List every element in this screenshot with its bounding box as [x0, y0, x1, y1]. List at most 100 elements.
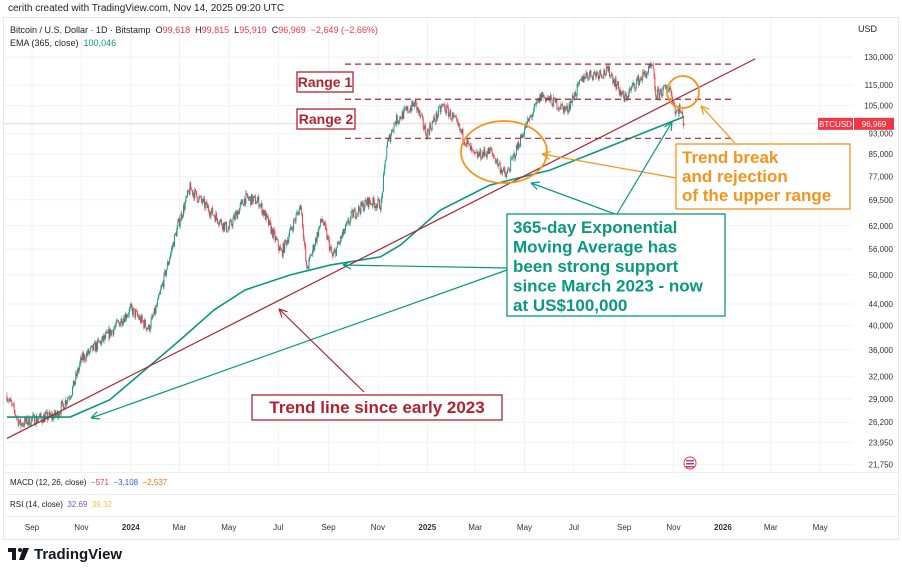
- candle: [665, 87, 667, 89]
- ema-legend[interactable]: EMA (365, close) 100,046: [10, 38, 116, 48]
- candle: [172, 242, 174, 248]
- candle: [225, 221, 227, 232]
- candle: [597, 73, 599, 79]
- x-tick-label: 2025: [418, 523, 436, 532]
- candle: [432, 121, 434, 123]
- change-value: −2,649 (−2.66%): [310, 25, 378, 35]
- candle: [140, 315, 142, 323]
- arrow-to-range-circle: [541, 153, 677, 179]
- candle: [438, 107, 440, 116]
- candle: [588, 78, 589, 80]
- candle: [304, 241, 306, 248]
- candle: [12, 404, 14, 405]
- rsi-legend[interactable]: RSI (14, close) 32.69 39.32: [10, 500, 112, 509]
- candle: [507, 169, 509, 170]
- candle: [92, 345, 94, 351]
- candle: [639, 79, 640, 86]
- candle: [662, 87, 664, 96]
- candle: [306, 260, 308, 267]
- candle: [239, 204, 241, 209]
- candle: [658, 89, 660, 98]
- y-tick-label: 69,500: [869, 196, 894, 205]
- candle: [434, 116, 436, 121]
- candle: [462, 129, 464, 141]
- candle: [504, 169, 506, 175]
- candle: [380, 200, 382, 211]
- pane-divider[interactable]: [4, 516, 898, 517]
- candle: [422, 117, 424, 128]
- pane-divider[interactable]: [4, 494, 898, 495]
- economic-event-icon[interactable]: [683, 456, 697, 470]
- candle: [149, 327, 151, 331]
- candle: [63, 407, 65, 410]
- price-chart[interactable]: 130,000 115,000 105,000 93,000 85,000 77,000 6…: [0, 0, 902, 540]
- candle: [27, 422, 29, 425]
- candle: [121, 318, 123, 325]
- candle: [582, 76, 584, 83]
- candle: [161, 285, 163, 289]
- candle: [342, 229, 344, 235]
- candle: [332, 253, 333, 257]
- candle: [652, 64, 653, 66]
- candle: [186, 196, 188, 197]
- candle: [392, 129, 393, 132]
- trend-break-note-line: and rejection: [682, 167, 788, 186]
- candle: [473, 150, 474, 152]
- candle: [93, 342, 95, 344]
- candle: [376, 204, 378, 209]
- x-tick-label: Mar: [764, 523, 778, 532]
- candle: [488, 147, 490, 154]
- candle: [648, 66, 650, 68]
- candle: [242, 200, 244, 205]
- candle: [524, 128, 525, 136]
- highlight-circle-range2: [460, 120, 548, 184]
- candle: [565, 108, 567, 110]
- candle: [295, 214, 297, 221]
- currency-label[interactable]: USD: [858, 24, 878, 34]
- candle: [527, 118, 529, 122]
- pane-divider[interactable]: [4, 472, 898, 473]
- candle: [312, 245, 314, 252]
- candle: [268, 217, 269, 226]
- candle: [639, 77, 641, 80]
- candle: [163, 272, 165, 287]
- candle: [80, 357, 82, 361]
- range-1-label-box: [296, 71, 354, 93]
- symbol-title[interactable]: Bitcoin / U.S. Dollar · 1D · Bitstamp: [10, 25, 151, 35]
- tradingview-logo[interactable]: TradingView: [8, 546, 122, 563]
- candle: [340, 236, 342, 243]
- candle: [72, 387, 73, 396]
- candle: [368, 198, 370, 207]
- candle: [563, 106, 565, 113]
- trend-break-note-line: of the upper range: [682, 186, 831, 205]
- candle: [151, 315, 153, 320]
- candle: [624, 93, 626, 102]
- candle: [331, 247, 333, 254]
- candle: [184, 202, 186, 210]
- candle: [480, 149, 482, 159]
- candle: [170, 249, 172, 254]
- candle: [502, 167, 504, 171]
- arrow-trend-line: [278, 308, 365, 393]
- candle: [143, 321, 145, 328]
- candle: [402, 111, 404, 119]
- candle: [443, 103, 444, 105]
- x-tick-label: 2024: [122, 523, 140, 532]
- macd-legend[interactable]: MACD (12, 26, close) −571 −3,108 −2,537: [10, 478, 167, 487]
- candle: [630, 86, 632, 90]
- y-tick-label: 21,750: [869, 461, 894, 470]
- candle: [360, 201, 362, 214]
- y-tick-label: 23,950: [869, 439, 894, 448]
- candle: [156, 305, 158, 307]
- ema-note-line: 365-day Exponential: [513, 218, 677, 237]
- candle: [579, 79, 581, 84]
- candle: [583, 76, 585, 80]
- candle: [293, 219, 295, 231]
- candle: [96, 342, 98, 350]
- candle: [578, 82, 580, 84]
- candle: [602, 76, 604, 78]
- candle: [20, 419, 22, 426]
- candle: [281, 250, 283, 257]
- candle: [106, 331, 108, 334]
- ema-note-line: at US$100,000: [513, 296, 627, 315]
